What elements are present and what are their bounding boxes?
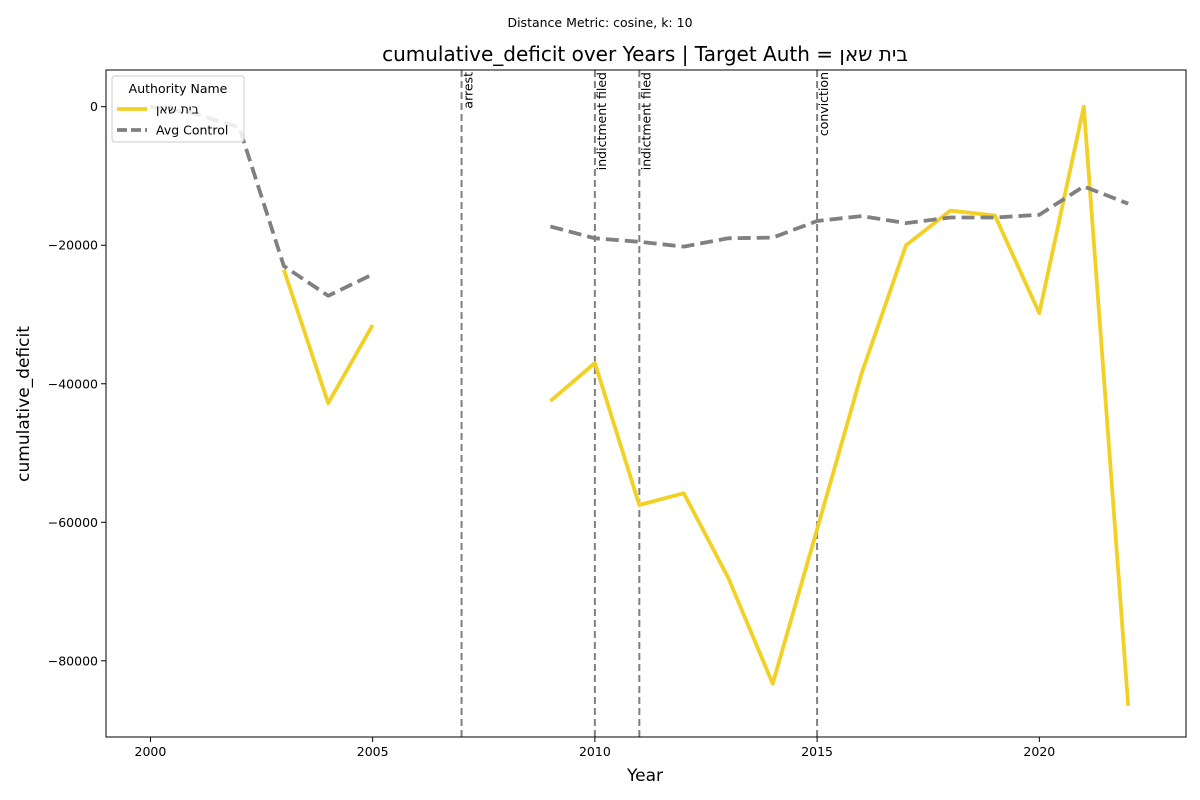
legend-label: בית שאן bbox=[156, 102, 199, 117]
series-line bbox=[549, 184, 1129, 249]
x-tick-label: 2010 bbox=[579, 744, 611, 759]
series-line bbox=[549, 104, 1131, 706]
x-tick-label: 2005 bbox=[357, 744, 389, 759]
event-label: indictment filed bbox=[638, 72, 653, 170]
x-axis-label: Year bbox=[626, 766, 663, 786]
chart-suptitle: Distance Metric: cosine, k: 10 bbox=[507, 15, 692, 30]
event-label: indictment filed bbox=[594, 72, 609, 170]
legend-label: Avg Control bbox=[156, 123, 228, 138]
y-tick-label: 0 bbox=[90, 99, 98, 114]
legend-box bbox=[111, 75, 245, 143]
y-tick-label: −40000 bbox=[48, 376, 98, 391]
plot-area: arrest indictment filed indictment filed co… bbox=[48, 69, 1187, 759]
x-tick-label: 2000 bbox=[135, 744, 167, 759]
x-tick-label: 2015 bbox=[801, 744, 833, 759]
event-label: arrest bbox=[461, 72, 476, 109]
plot-frame bbox=[105, 69, 1187, 738]
series-line bbox=[150, 104, 374, 298]
y-tick-label: −20000 bbox=[48, 238, 98, 253]
y-tick-label: −80000 bbox=[48, 653, 98, 668]
legend: Authority Name בית שאן Avg Control bbox=[111, 75, 245, 143]
x-tick-label: 2020 bbox=[1023, 744, 1055, 759]
series-line bbox=[281, 268, 375, 406]
y-tick-label: −60000 bbox=[48, 515, 98, 530]
event-label: conviction bbox=[816, 72, 831, 136]
legend-title: Authority Name bbox=[129, 81, 228, 96]
chart-title: cumulative_deficit over Years | Target A… bbox=[382, 42, 908, 66]
y-axis-label: cumulative_deficit bbox=[14, 326, 34, 482]
